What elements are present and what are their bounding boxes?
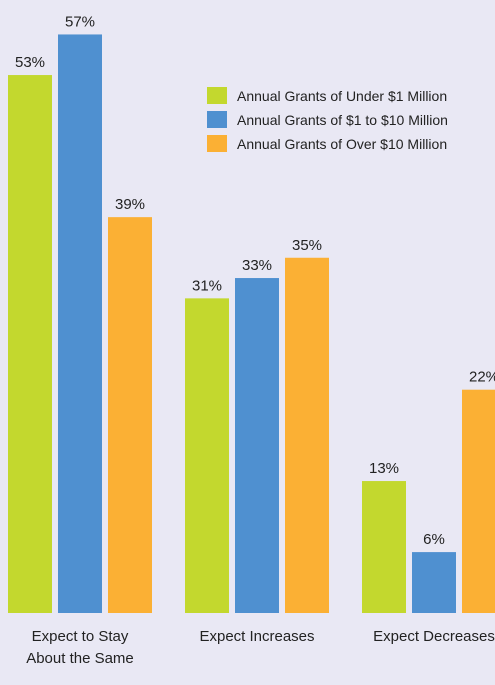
value-label: 33%: [242, 257, 272, 274]
legend-swatch: [207, 135, 227, 152]
category-label: Expect Increases: [199, 628, 315, 645]
bar: [412, 552, 456, 613]
legend-label: Annual Grants of $1 to $10 Million: [237, 112, 448, 128]
value-label: 31%: [192, 277, 222, 294]
legend-swatch: [207, 87, 227, 104]
bar: [185, 298, 229, 613]
category-label: Expect to Stay About the Same: [26, 628, 134, 667]
value-label: 39%: [115, 196, 145, 213]
value-label: 35%: [292, 237, 322, 254]
bar: [362, 481, 406, 613]
value-label: 53%: [15, 54, 45, 71]
legend-label: Annual Grants of Over $10 Million: [237, 136, 447, 152]
bar: [285, 257, 329, 613]
bar: [8, 75, 52, 614]
bar: [58, 34, 102, 613]
bar: [108, 217, 152, 613]
value-label: 13%: [369, 460, 399, 477]
legend-label: Annual Grants of Under $1 Million: [237, 88, 447, 104]
value-label: 57%: [65, 13, 95, 30]
value-label: 22%: [469, 369, 495, 386]
legend-swatch: [207, 111, 227, 128]
bar: [462, 389, 495, 613]
category-label: Expect Decreases: [373, 628, 495, 645]
value-label: 6%: [423, 531, 445, 548]
bar: [235, 278, 279, 613]
